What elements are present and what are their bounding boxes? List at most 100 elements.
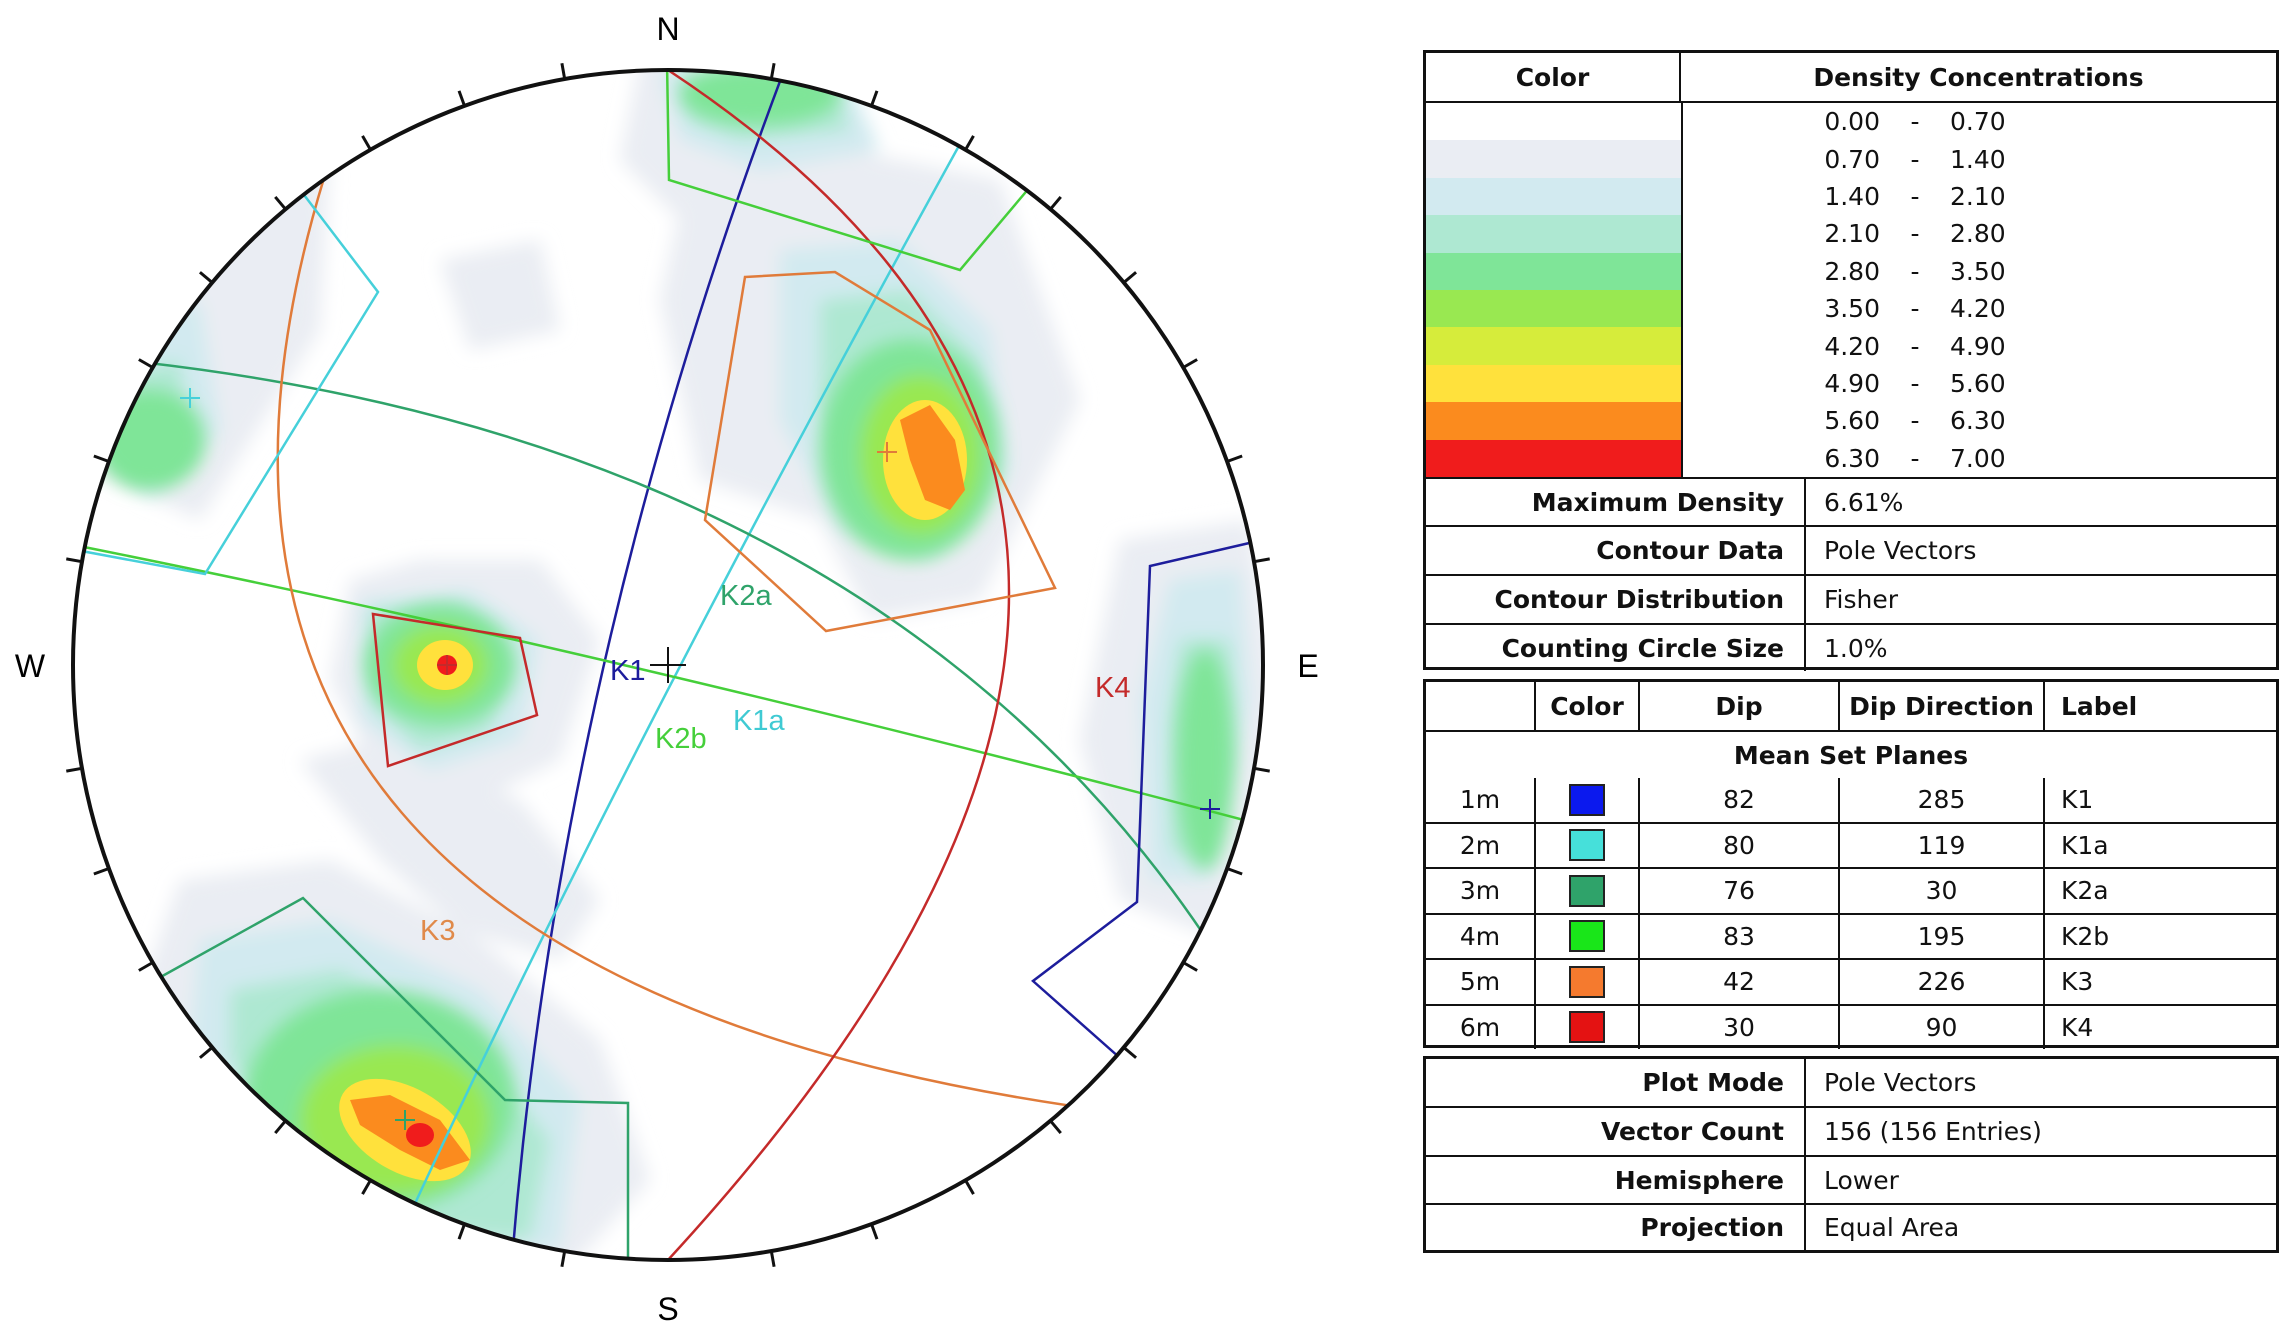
pole-k4: [437, 655, 457, 675]
sets-row: 3m 76 30 K2a: [1426, 867, 2276, 913]
contour-info-value: Pole Vectors: [1824, 536, 1977, 565]
contour-info-label: Contour Data: [1426, 527, 1806, 574]
range-to: 2.10: [1950, 182, 2006, 212]
range-sep: -: [1910, 182, 1920, 212]
azimuth-tick: [560, 1250, 567, 1267]
plot-info-value: Equal Area: [1824, 1213, 1960, 1242]
center-cross: [650, 647, 686, 683]
azimuth-tick: [1049, 195, 1062, 211]
range-from: 6.30: [1824, 443, 1880, 473]
set-id: 6m: [1426, 1005, 1536, 1049]
peak-s-red: [406, 1123, 434, 1147]
azimuth-tick: [1226, 454, 1243, 463]
azimuth-tick: [1122, 1046, 1138, 1059]
set-color-swatch: [1569, 783, 1605, 816]
range-to: 2.80: [1950, 219, 2006, 249]
set-dip-direction: 30: [1840, 869, 2045, 913]
azimuth-tick: [66, 766, 83, 773]
legend-header-color: Color: [1426, 53, 1681, 101]
plane-k2a: [121, 358, 1216, 951]
set-dip-direction: 195: [1840, 914, 2045, 958]
azimuth-tick: [870, 90, 879, 107]
azimuth-tick: [198, 271, 214, 284]
legend-ranges: 0.00-0.70 0.70-1.40 1.40-2.10 2.10-2.80 …: [1683, 103, 2276, 477]
azimuth-tick: [1226, 867, 1243, 876]
range-sep: -: [1910, 144, 1920, 174]
set-color-cell: [1536, 960, 1640, 1004]
set-id: 1m: [1426, 778, 1536, 822]
set-label: K2a: [2061, 876, 2109, 906]
azimuth-tick: [1049, 1119, 1062, 1135]
set-dip: 82: [1640, 778, 1840, 822]
range-from: 2.10: [1824, 219, 1880, 249]
azimuth-tick: [769, 1250, 776, 1267]
plane-k3: [276, 177, 1124, 1115]
azimuth-tick: [93, 867, 110, 876]
azimuth-tick: [274, 1119, 287, 1135]
window-k2a-sw: [156, 896, 630, 1260]
azimuth-tick: [560, 63, 567, 80]
plot-info-table: Plot Mode Pole Vectors Vector Count 156 …: [1423, 1056, 2279, 1253]
azimuth-tick: [870, 1223, 879, 1240]
range-sep: -: [1910, 406, 1920, 436]
set-label: K2b: [2061, 921, 2110, 951]
contour-green-4: [1177, 650, 1233, 870]
set-id: 4m: [1426, 914, 1536, 958]
range-sep: -: [1910, 369, 1920, 399]
set-color-cell: [1536, 778, 1640, 822]
azimuth-tick: [1253, 766, 1270, 773]
window-k1-e: [1031, 539, 1259, 1059]
plane-k4: [667, 70, 1011, 1260]
plane-label-k2b: K2b: [655, 723, 707, 755]
set-color-cell: [1536, 823, 1640, 867]
legend-swatch: [1426, 402, 1681, 440]
contour-info-label: Counting Circle Size: [1426, 625, 1806, 671]
set-dip: 42: [1640, 960, 1840, 1004]
azimuth-tick: [361, 1179, 372, 1195]
azimuth-tick: [457, 90, 466, 107]
azimuth-tick: [274, 195, 287, 211]
set-dip: 83: [1640, 914, 1840, 958]
sets-row: 2m 80 119 K1a: [1426, 821, 2276, 867]
azimuth-tick: [1122, 271, 1138, 284]
range-from: 4.90: [1824, 369, 1880, 399]
set-label: K1: [2061, 785, 2094, 815]
plane-label-k1a: K1a: [733, 705, 785, 737]
set-windows: [75, 70, 1259, 1260]
plot-info-value: Lower: [1824, 1165, 1899, 1195]
pole-k1: [1200, 799, 1220, 819]
plot-info-label: Projection: [1426, 1205, 1806, 1250]
window-k4-north: [665, 70, 1031, 272]
sets-title: Mean Set Planes: [1733, 740, 1969, 770]
range-to: 4.20: [1950, 294, 2006, 324]
legend-swatch: [1426, 364, 1681, 403]
azimuth-tick: [769, 63, 776, 80]
range-from: 2.80: [1824, 256, 1880, 286]
plot-info-label: Vector Count: [1426, 1108, 1806, 1155]
range-to: 0.70: [1950, 107, 2006, 137]
sets-header-label: Label: [2061, 691, 2138, 721]
set-color-cell: [1536, 869, 1640, 913]
set-id: 2m: [1426, 823, 1536, 867]
set-dip: 80: [1640, 823, 1840, 867]
set-color-swatch: [1569, 965, 1605, 998]
set-color-swatch: [1569, 829, 1605, 862]
legend-swatch: [1426, 140, 1681, 178]
plane-label-k2a: K2a: [720, 580, 772, 612]
range-sep: -: [1910, 107, 1920, 137]
density-legend: Color Density Concentrations 0.00-0.70 0…: [1423, 50, 2279, 671]
azimuth-tick: [1182, 961, 1198, 972]
set-label: K4: [2061, 1012, 2094, 1042]
azimuth-tick: [138, 961, 154, 972]
window-k1a-northwest: [75, 186, 380, 576]
sets-row: 6m 30 90 K4: [1426, 1003, 2276, 1049]
range-sep: -: [1910, 256, 1920, 286]
direction-south: S: [657, 1291, 678, 1327]
range-from: 4.20: [1824, 331, 1880, 361]
legend-swatch: [1426, 177, 1681, 216]
direction-north: N: [656, 11, 679, 47]
set-dip-direction: 285: [1840, 778, 2045, 822]
legend-swatch: [1426, 290, 1681, 328]
legend-swatch: [1426, 327, 1681, 365]
range-to: 6.30: [1950, 406, 2006, 436]
